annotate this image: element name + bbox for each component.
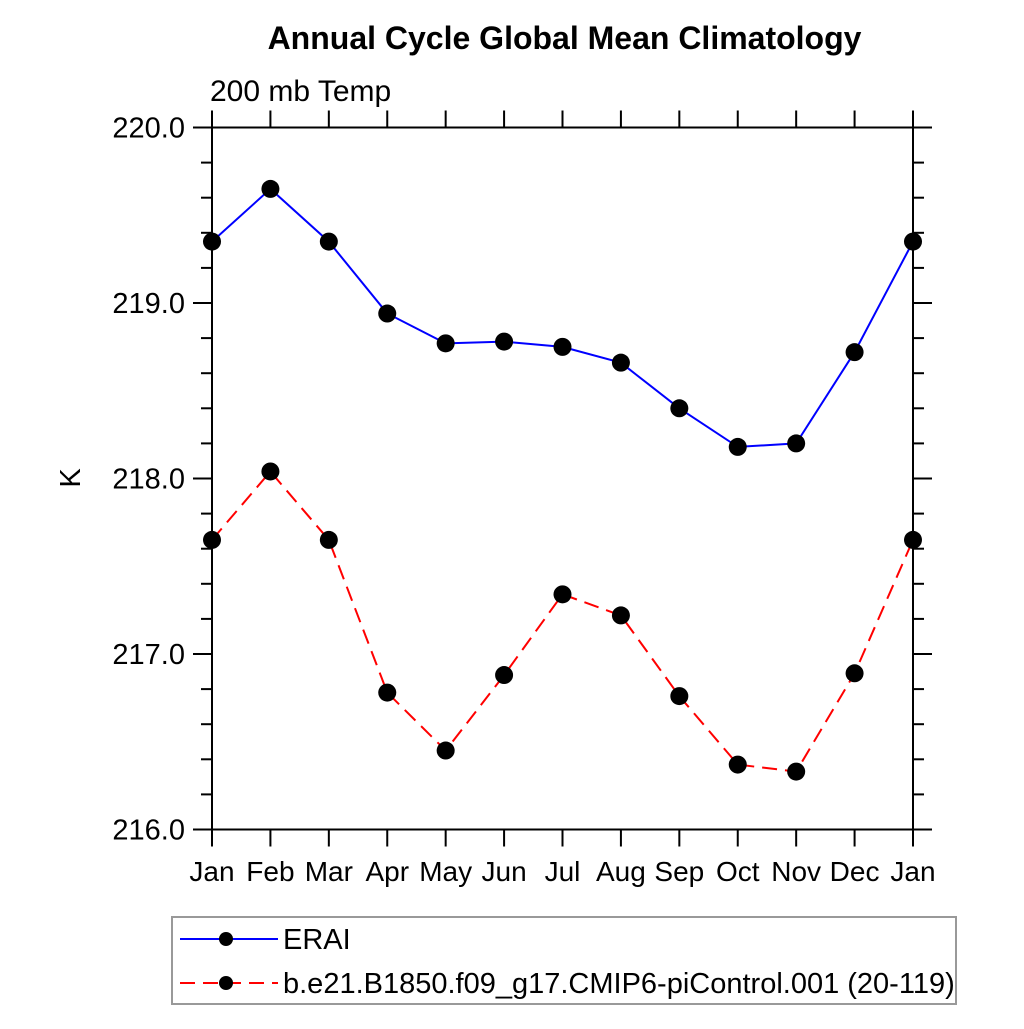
data-point-marker xyxy=(728,755,747,774)
series-model xyxy=(203,462,922,781)
y-axis-labels: 216.0 217.0 218.0 219.0 220.0 xyxy=(112,113,185,847)
data-point-marker xyxy=(378,683,397,702)
series-erai xyxy=(203,179,922,456)
x-tick-label: Jan xyxy=(189,856,234,887)
data-point-marker xyxy=(319,232,338,251)
x-tick-label: Jan xyxy=(890,856,935,887)
data-point-marker xyxy=(611,353,630,372)
data-point-marker xyxy=(261,462,280,481)
series-line xyxy=(211,469,914,773)
data-point-marker xyxy=(495,666,514,685)
legend-label: ERAI xyxy=(283,924,351,956)
data-point-marker xyxy=(845,343,864,362)
data-point-marker xyxy=(261,179,280,198)
axes xyxy=(193,110,932,847)
y-tick-label: 217.0 xyxy=(112,639,185,671)
x-tick-label: Feb xyxy=(246,856,294,887)
data-point-marker xyxy=(495,332,514,351)
legend-marker xyxy=(219,932,233,946)
y-tick-label: 219.0 xyxy=(112,288,185,320)
x-tick-label: Oct xyxy=(716,856,760,887)
data-point-marker xyxy=(728,437,747,456)
chart-title: Annual Cycle Global Mean Climatology xyxy=(268,20,862,56)
y-tick-label: 220.0 xyxy=(112,113,185,145)
x-tick-label: Dec xyxy=(830,856,880,887)
chart-subtitle: 200 mb Temp xyxy=(210,75,391,108)
legend-label: b.e21.B1850.f09_g17.CMIP6-piControl.001 … xyxy=(283,968,955,1000)
y-tick-label: 218.0 xyxy=(112,464,185,496)
x-axis-ticks xyxy=(211,110,914,847)
y-axis-title: K xyxy=(55,468,87,488)
data-point-marker xyxy=(904,232,922,251)
data-point-marker xyxy=(670,687,689,706)
data-point-marker xyxy=(378,304,397,323)
y-axis-ticks xyxy=(193,126,932,831)
legend-box xyxy=(171,916,957,1005)
data-point-marker xyxy=(787,762,806,781)
y-tick-label: 216.0 xyxy=(112,815,185,847)
legend-entry-model: b.e21.B1850.f09_g17.CMIP6-piControl.001 … xyxy=(180,968,955,1000)
x-tick-label: Jun xyxy=(482,856,527,887)
x-tick-label: Nov xyxy=(771,856,821,887)
data-point-marker xyxy=(436,334,455,353)
data-point-marker xyxy=(553,337,572,356)
data-point-marker xyxy=(319,530,338,549)
data-point-marker xyxy=(203,530,221,549)
data-point-marker xyxy=(203,232,221,251)
x-tick-label: Jul xyxy=(545,856,581,887)
x-tick-label: Mar xyxy=(305,856,353,887)
data-point-marker xyxy=(787,434,806,453)
legend: ERAI b.e21.B1850.f09_g17.CMIP6-piControl.… xyxy=(171,916,957,1005)
x-axis-labels: Jan Feb Mar Apr May Jun Jul Aug Sep Oct Nov Dec Jan xyxy=(189,856,935,887)
x-tick-label: May xyxy=(419,856,472,887)
data-point-marker xyxy=(670,399,689,418)
data-point-marker xyxy=(553,585,572,604)
data-point-marker xyxy=(436,741,455,760)
data-point-marker xyxy=(904,530,922,549)
data-point-marker xyxy=(611,606,630,625)
legend-marker xyxy=(219,976,233,990)
series-line xyxy=(211,187,914,448)
data-point-marker xyxy=(845,664,864,683)
x-tick-label: Aug xyxy=(596,856,646,887)
x-tick-label: Sep xyxy=(654,856,704,887)
x-tick-label: Apr xyxy=(365,856,409,887)
legend-entry-erai: ERAI xyxy=(180,924,351,956)
